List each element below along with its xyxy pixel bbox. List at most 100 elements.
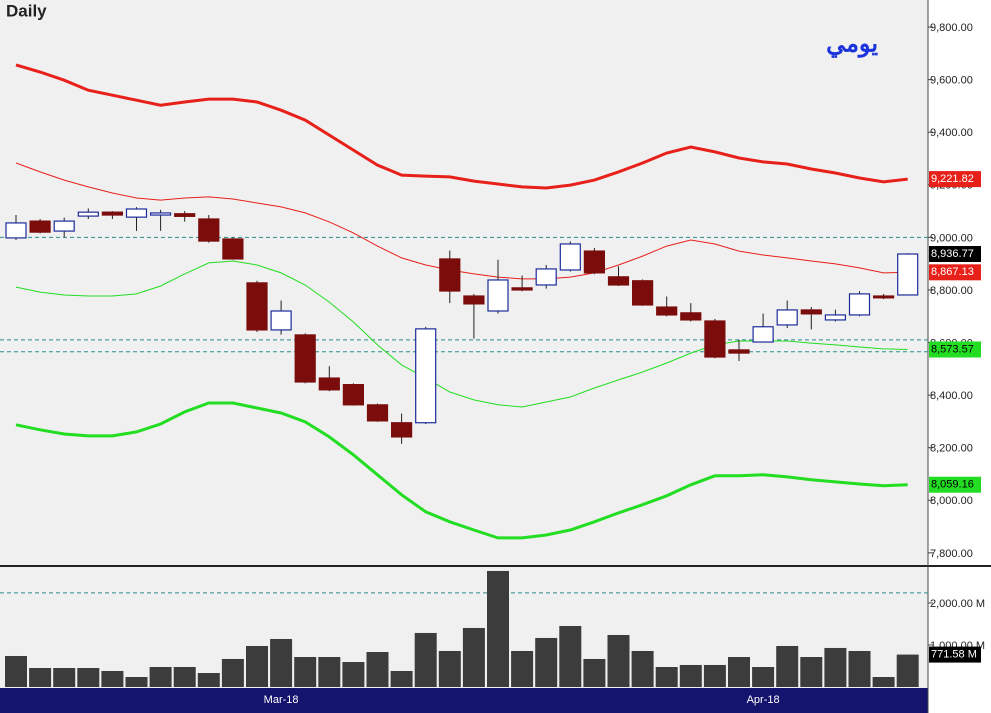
value-badge-label: 8,059.16: [931, 479, 974, 491]
candle-body: [583, 250, 606, 274]
volume-bar: [752, 667, 775, 687]
volume-bar: [366, 652, 389, 687]
volume-bar: [703, 664, 726, 687]
volume-bar: [535, 637, 558, 687]
candle-body: [101, 211, 124, 216]
volume-bar: [800, 657, 823, 687]
value-badge: [929, 246, 981, 263]
volume-bar: [872, 677, 895, 687]
value-badge-label: 8,936.77: [931, 248, 974, 260]
x-tick-label: Apr-18: [747, 694, 780, 706]
volume-bar: [631, 650, 654, 687]
candle-body: [222, 238, 244, 260]
volume-bar: [607, 634, 630, 687]
y-tick-label: 8,400.00: [930, 390, 973, 402]
y-tick-label: 8,800.00: [930, 285, 973, 297]
candle-body: [535, 268, 557, 286]
candle-body: [415, 328, 437, 424]
candle-body: [342, 384, 364, 406]
volume-bar: [824, 647, 847, 687]
volume-bar: [221, 658, 244, 687]
candle-body: [391, 422, 413, 438]
volume-bar: [583, 658, 606, 687]
band-line: [15, 162, 908, 280]
candle-body: [366, 404, 389, 422]
value-badge: [929, 171, 981, 188]
volume-bar: [655, 667, 678, 687]
value-badge-label: 771.58 M: [931, 648, 977, 660]
volume-bar: [487, 570, 509, 687]
candle-body: [656, 306, 678, 316]
candle-body: [246, 282, 268, 331]
chart-subtitle: يومي: [826, 30, 878, 58]
x-axis-strip: [0, 688, 928, 713]
value-badge: [929, 476, 981, 493]
candle-body: [752, 326, 774, 343]
candle-body: [631, 280, 654, 306]
candle-body: [728, 349, 750, 354]
volume-bar: [390, 670, 413, 687]
price-panel: [0, 0, 928, 566]
candle-body: [776, 309, 798, 326]
value-badge: [929, 646, 981, 663]
value-badge: [929, 341, 981, 358]
value-badge: [929, 264, 981, 281]
candle-body: [607, 276, 630, 286]
candle-body: [318, 377, 340, 391]
y-tick-label: 8,200.00: [930, 443, 973, 455]
y-tick-label: 7,800.00: [930, 548, 973, 560]
volume-bar: [559, 625, 582, 687]
candle-body: [824, 314, 847, 321]
volume-bar: [270, 638, 293, 687]
volume-bar: [173, 667, 196, 687]
value-badge-label: 8,573.57: [931, 343, 974, 355]
candle-body: [511, 287, 533, 291]
y-tick-label: 9,600.00: [930, 75, 973, 87]
candle-body: [872, 295, 895, 299]
volume-bar: [728, 657, 750, 687]
volume-bar: [342, 662, 365, 687]
volume-bar: [77, 668, 100, 687]
candle-body: [463, 295, 485, 305]
y-tick-label: 9,400.00: [930, 127, 973, 139]
candle-body: [800, 309, 822, 315]
candle-body: [125, 208, 148, 218]
y-tick-label: 2,000.00 M: [930, 598, 985, 610]
volume-bar: [5, 655, 27, 687]
chart-title: Daily: [6, 1, 47, 20]
value-badge-label: 8,867.13: [931, 266, 974, 278]
volume-bar: [848, 650, 871, 687]
candle-body: [897, 253, 919, 296]
volume-bar: [149, 667, 172, 687]
volume-bar: [438, 650, 461, 687]
y-tick-label: 9,000.00: [930, 232, 973, 244]
band-line: [15, 63, 908, 190]
volume-bar: [125, 677, 148, 687]
value-badge-label: 9,221.82: [931, 173, 974, 185]
volume-bar: [896, 654, 919, 687]
candle-body: [5, 222, 27, 239]
volume-bar: [414, 632, 437, 687]
y-tick-label: 8,000.00: [930, 495, 973, 507]
candle-body: [29, 220, 51, 233]
volume-bar: [511, 650, 534, 687]
volume-bar: [29, 668, 52, 687]
candle-body: [150, 212, 172, 216]
candle-body: [53, 220, 75, 232]
candle-body: [439, 258, 461, 292]
volume-bar: [246, 645, 268, 687]
x-tick-label: Mar-18: [264, 694, 299, 706]
volume-bar: [462, 627, 485, 687]
volume-bar: [318, 657, 341, 687]
band-line: [15, 401, 908, 540]
volume-bar: [197, 673, 220, 687]
candle-body: [77, 211, 99, 217]
volume-bar: [294, 657, 317, 687]
candle-body: [680, 312, 702, 321]
volume-bar: [53, 668, 76, 687]
volume-bar: [679, 664, 702, 687]
candle-body: [294, 334, 316, 383]
volume-bar: [776, 645, 799, 687]
candle-body: [704, 320, 726, 358]
